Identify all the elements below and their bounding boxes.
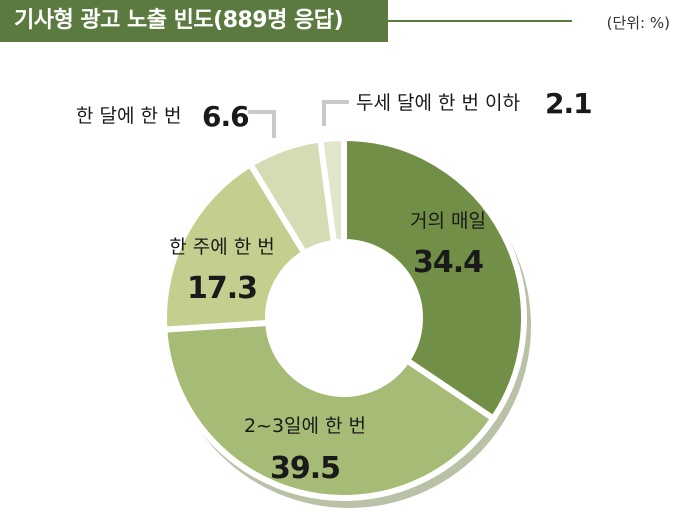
donut-hole (268, 242, 420, 394)
leader-monthly (248, 110, 276, 138)
label-value-2-3-days: 39.5 (270, 451, 340, 486)
leader-lines (248, 100, 349, 138)
label-value-daily: 34.4 (413, 245, 483, 280)
title-rule (388, 20, 680, 22)
unit-label: (단위: %) (606, 14, 670, 32)
unit-box (572, 8, 680, 34)
label-name-2-3-days: 2~3일에 한 번 (244, 415, 366, 437)
chart-title: 기사형 광고 노출 빈도(889명 응답) (0, 0, 388, 42)
label-value-weekly: 17.3 (187, 271, 257, 306)
label-value-bimonthly: 2.1 (545, 87, 592, 120)
label-name-monthly: 한 달에 한 번 (76, 105, 182, 127)
label-name-daily: 거의 매일 (410, 210, 486, 232)
leader-bimonthly (322, 100, 349, 126)
label-value-monthly: 6.6 (202, 100, 249, 133)
chart-slices (161, 134, 527, 501)
label-name-bimonthly: 두세 달에 한 번 이하 (356, 92, 520, 114)
slice-2-3-days (161, 319, 498, 501)
label-name-weekly: 한 주에 한 번 (169, 236, 275, 258)
